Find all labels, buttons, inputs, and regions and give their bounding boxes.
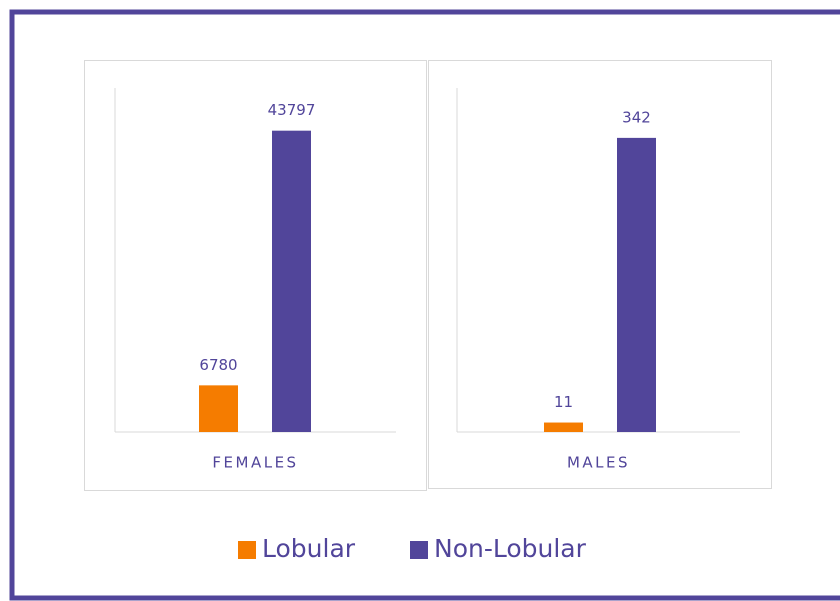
legend-swatch <box>410 541 428 559</box>
x-tick-label: FEMALES <box>212 454 298 472</box>
value-label: 6780 <box>199 356 237 374</box>
bar <box>272 130 311 432</box>
bar <box>617 137 656 432</box>
x-tick-label: MALES <box>567 454 630 472</box>
legend-label: Non-Lobular <box>434 534 587 563</box>
bar <box>544 422 583 432</box>
frame <box>9 9 840 601</box>
value-label: 11 <box>554 393 573 411</box>
legend-label: Lobular <box>262 534 356 563</box>
value-label: 342 <box>622 108 651 126</box>
panel-border <box>428 60 772 489</box>
legend-swatch <box>238 541 256 559</box>
value-label: 43797 <box>268 101 316 119</box>
panel-border <box>84 60 427 491</box>
bar <box>199 385 238 432</box>
